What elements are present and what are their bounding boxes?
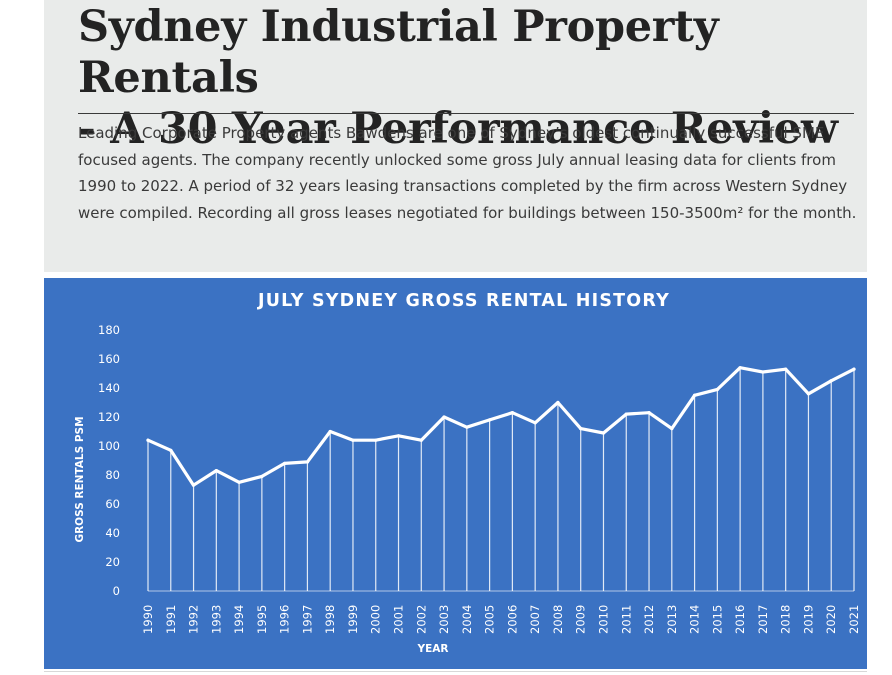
data-point-2018 xyxy=(784,367,788,371)
data-point-2002 xyxy=(419,438,423,442)
data-point-2021 xyxy=(852,367,856,371)
data-point-2012 xyxy=(647,411,651,415)
data-point-2019 xyxy=(806,392,811,396)
x-tick-label: 1998 xyxy=(323,605,337,634)
x-tick-label: 2005 xyxy=(483,605,497,634)
data-point-2000 xyxy=(374,438,378,442)
data-point-2017 xyxy=(761,370,765,374)
data-point-2011 xyxy=(624,412,628,416)
x-tick-label: 1992 xyxy=(187,605,201,634)
x-tick-label: 1997 xyxy=(300,605,314,634)
data-point-1990 xyxy=(146,438,150,442)
x-tick-label: 1999 xyxy=(346,605,360,634)
data-point-2006 xyxy=(510,411,514,415)
chart-panel: JULY SYDNEY GROSS RENTAL HISTORY 0 20 40 60 8… xyxy=(44,278,867,669)
x-tick-label: 2006 xyxy=(505,605,519,634)
data-point-1996 xyxy=(283,461,287,465)
y-tick-label: 180 xyxy=(98,323,120,337)
data-point-1998 xyxy=(328,429,332,434)
article-title: Sydney Industrial Property Rentals - A 3… xyxy=(78,2,868,155)
data-point-1994 xyxy=(237,480,241,484)
x-tick-label: 2010 xyxy=(596,605,610,634)
y-tick-label: 0 xyxy=(113,584,120,598)
data-point-1992 xyxy=(191,483,196,487)
data-point-2005 xyxy=(488,418,492,422)
y-tick-label: 60 xyxy=(105,497,120,511)
data-point-1999 xyxy=(351,438,355,442)
title-line-1: Sydney Industrial Property Rentals xyxy=(78,2,719,103)
x-tick-label: 2012 xyxy=(642,605,656,634)
x-tick-label: 2002 xyxy=(414,605,428,634)
data-point-2013 xyxy=(670,427,674,431)
intro-paragraph: Leading Corporate Property agents Bawden… xyxy=(78,124,857,222)
x-tick-label: 2003 xyxy=(437,605,451,634)
header-panel xyxy=(44,0,867,272)
x-tick-label: 2007 xyxy=(528,605,542,634)
x-tick-label: 2011 xyxy=(619,605,633,634)
data-point-2009 xyxy=(579,427,583,431)
y-tick-label: 160 xyxy=(98,352,120,366)
x-tick-label: 2001 xyxy=(392,605,406,634)
data-point-2001 xyxy=(396,434,401,438)
y-tick-label: 100 xyxy=(98,439,120,453)
bottom-divider xyxy=(44,671,867,672)
title-divider xyxy=(78,113,854,114)
data-point-1991 xyxy=(169,448,173,452)
title-line-2: - A 30 Year Performance Review xyxy=(78,104,838,154)
x-tick-label: 2017 xyxy=(756,605,770,634)
x-tick-label: 2020 xyxy=(824,605,838,634)
data-point-2003 xyxy=(442,415,446,419)
y-tick-label: 40 xyxy=(105,526,120,540)
x-tick-label: 2021 xyxy=(847,605,861,634)
data-point-1997 xyxy=(305,460,310,464)
x-tick-label: 2009 xyxy=(574,605,588,634)
x-tick-label: 1995 xyxy=(255,605,269,634)
data-point-2020 xyxy=(829,379,833,383)
data-point-2007 xyxy=(533,421,537,425)
data-point-2010 xyxy=(601,431,606,435)
x-tick-label: 1996 xyxy=(278,605,292,634)
x-tick-label: 1991 xyxy=(164,605,178,634)
data-point-1993 xyxy=(214,469,218,473)
x-tick-label: 2018 xyxy=(779,605,793,634)
data-point-2015 xyxy=(715,387,719,392)
x-tick-label: 2015 xyxy=(710,605,724,634)
series-line xyxy=(146,366,856,487)
x-tick-label: 2019 xyxy=(801,605,815,634)
x-tick-label: 1993 xyxy=(209,605,223,634)
y-axis-label: GROSS RENTALS PSM xyxy=(74,416,86,542)
x-axis-label: YEAR xyxy=(417,643,449,655)
x-tick-label: 2014 xyxy=(688,605,702,634)
y-tick-label: 140 xyxy=(98,381,120,395)
y-tick-label: 120 xyxy=(98,410,120,424)
x-tick-label: 2000 xyxy=(369,605,383,634)
x-tick-label: 1990 xyxy=(141,605,155,634)
data-point-1995 xyxy=(260,474,264,479)
x-tick-label: 2004 xyxy=(460,605,474,634)
data-point-2008 xyxy=(556,400,560,405)
data-point-2004 xyxy=(465,425,469,429)
x-tick-label: 2008 xyxy=(551,605,565,634)
rental-history-chart: JULY SYDNEY GROSS RENTAL HISTORY 0 20 40 60 8… xyxy=(74,291,861,655)
x-tick-label: 2013 xyxy=(665,605,679,634)
x-tick-label: 1994 xyxy=(232,605,246,634)
y-tick-label: 80 xyxy=(105,468,120,482)
y-tick-label: 20 xyxy=(105,555,120,569)
x-tick-label: 2016 xyxy=(733,605,747,634)
data-point-2016 xyxy=(738,366,742,370)
chart-title: JULY SYDNEY GROSS RENTAL HISTORY xyxy=(257,291,670,311)
data-point-2014 xyxy=(692,393,697,397)
